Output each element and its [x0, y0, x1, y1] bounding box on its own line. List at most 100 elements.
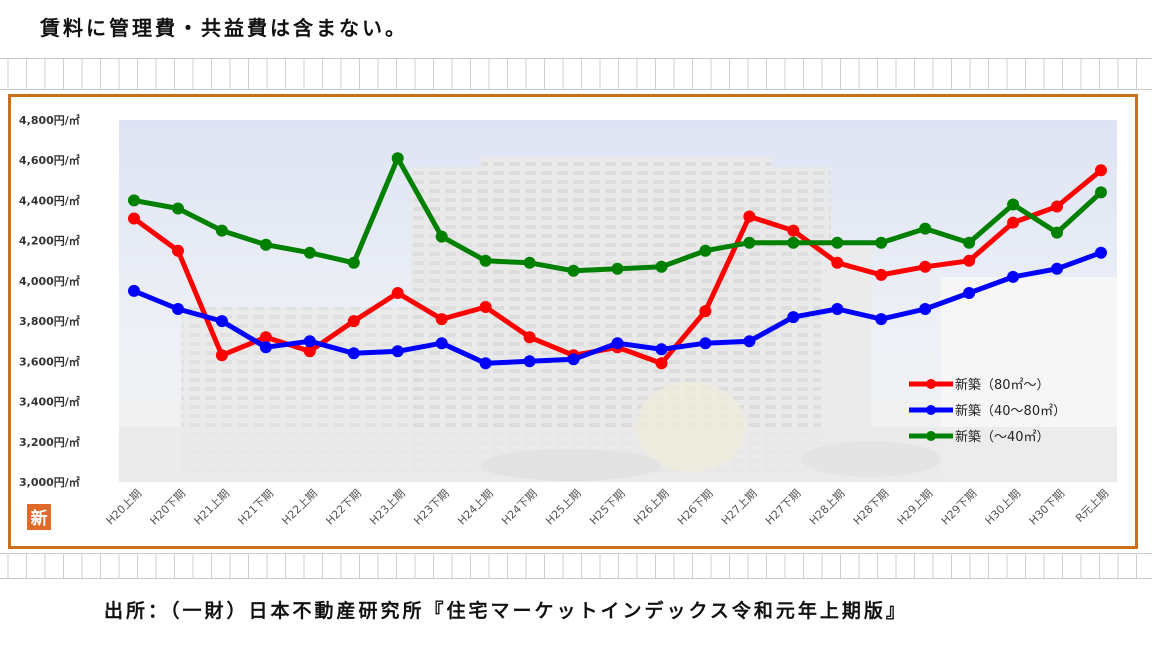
data-point — [215, 224, 228, 237]
data-point — [655, 260, 668, 273]
data-point — [1007, 270, 1020, 283]
data-point — [215, 349, 228, 362]
x-tick-label: H21下期 — [235, 487, 276, 528]
data-point — [435, 230, 448, 243]
data-point — [875, 313, 888, 326]
data-point — [699, 244, 712, 257]
data-point — [523, 355, 536, 368]
data-point — [743, 236, 756, 249]
data-point — [919, 303, 932, 315]
rent-line-chart: 3,000円/㎡ 3,200円/㎡ 3,400円/㎡ 3,600円/㎡ 3,800円/㎡… — [19, 113, 1117, 530]
x-tick-label: R元上期 — [1073, 487, 1111, 525]
legend: 新築（80㎡～） 新築（40～80㎡） 新築（～40㎡） — [909, 377, 1066, 445]
data-point — [1007, 216, 1020, 229]
data-point — [787, 224, 800, 237]
data-point — [1051, 200, 1063, 213]
data-point — [172, 303, 184, 315]
data-point — [391, 287, 404, 299]
x-tick-label: H29下期 — [939, 487, 980, 528]
y-tick-label: 3,400円/㎡ — [19, 395, 80, 409]
new-badge-box — [27, 504, 51, 530]
legend-marker — [926, 431, 936, 441]
x-tick-label: H24上期 — [455, 487, 496, 528]
y-tick-label: 4,000円/㎡ — [19, 274, 80, 288]
source-citation: 出所：（一財）日本不動産研究所『住宅マーケットインデックス令和元年上期版』 — [104, 600, 908, 622]
data-point — [303, 345, 316, 358]
x-tick-label: H22下期 — [323, 487, 364, 528]
y-tick-label: 3,600円/㎡ — [19, 354, 80, 368]
data-point — [919, 222, 932, 235]
legend-marker — [926, 379, 936, 389]
y-tick-label: 4,400円/㎡ — [19, 193, 80, 207]
data-point — [919, 260, 932, 273]
data-point — [259, 341, 272, 354]
data-point — [523, 256, 536, 269]
data-point — [259, 331, 272, 344]
x-tick-label: H20上期 — [104, 487, 145, 528]
y-tick-label: 4,200円/㎡ — [19, 234, 80, 248]
data-point — [391, 345, 404, 358]
data-point — [215, 315, 228, 328]
x-tick-label: H26下期 — [675, 487, 716, 528]
data-point — [1095, 246, 1107, 259]
legend-label: 新築（40～80㎡） — [955, 403, 1066, 419]
x-tick-label: H25下期 — [587, 487, 628, 528]
data-point — [699, 337, 712, 350]
data-point — [831, 303, 844, 315]
x-tick-label: H20下期 — [148, 487, 189, 528]
data-point — [655, 357, 668, 370]
data-point — [963, 236, 976, 249]
data-point — [479, 301, 492, 313]
x-tick-label: H21上期 — [192, 487, 233, 528]
data-point — [347, 315, 360, 328]
new-badge-label: 新 — [31, 508, 48, 529]
data-point — [128, 284, 140, 297]
x-tick-label: H29上期 — [895, 487, 936, 528]
x-tick-label: H23下期 — [411, 487, 452, 528]
chart-frame: 3,000円/㎡ 3,200円/㎡ 3,400円/㎡ 3,600円/㎡ 3,800円/㎡… — [8, 94, 1138, 549]
data-point — [172, 202, 184, 215]
data-point — [611, 262, 624, 275]
x-tick-label: H27上期 — [719, 487, 760, 528]
data-point — [347, 256, 360, 269]
x-tick-label: H24下期 — [499, 487, 540, 528]
data-point — [787, 236, 800, 249]
data-point — [1095, 164, 1107, 177]
grid-band-bottom — [0, 553, 1152, 579]
x-tick-label: H30上期 — [983, 487, 1024, 528]
data-point — [435, 313, 448, 326]
legend-label: 新築（80㎡～） — [955, 377, 1050, 393]
data-point — [172, 244, 184, 257]
data-point — [699, 305, 712, 318]
data-point — [435, 337, 448, 350]
y-tick-label: 3,200円/㎡ — [19, 435, 80, 449]
y-tick-label: 3,000円/㎡ — [19, 475, 80, 489]
data-point — [479, 357, 492, 370]
data-point — [831, 256, 844, 269]
x-tick-label: H28下期 — [851, 487, 892, 528]
new-badge: 新 — [27, 504, 51, 530]
data-point — [787, 311, 800, 324]
series-lines — [128, 152, 1107, 370]
data-point — [743, 335, 756, 348]
data-point — [128, 194, 140, 207]
y-tick-label: 4,800円/㎡ — [19, 113, 80, 127]
x-tick-label: H27下期 — [763, 487, 804, 528]
data-point — [655, 343, 668, 356]
data-point — [963, 254, 976, 267]
data-point — [1051, 262, 1063, 275]
data-point — [875, 268, 888, 281]
data-point — [611, 337, 624, 350]
data-point — [523, 331, 536, 344]
data-point — [1007, 198, 1020, 211]
data-point — [567, 353, 580, 366]
data-point — [875, 236, 888, 249]
data-point — [1051, 226, 1063, 239]
x-axis: H20上期 H20下期 H21上期 H21下期 H22上期 H22下期 H23上期 H23下期… — [104, 487, 1112, 528]
data-point — [347, 347, 360, 360]
data-point — [963, 287, 976, 299]
background-photo — [119, 120, 1117, 482]
data-point — [391, 152, 404, 165]
series-2 — [128, 246, 1107, 370]
data-point — [1095, 186, 1107, 199]
